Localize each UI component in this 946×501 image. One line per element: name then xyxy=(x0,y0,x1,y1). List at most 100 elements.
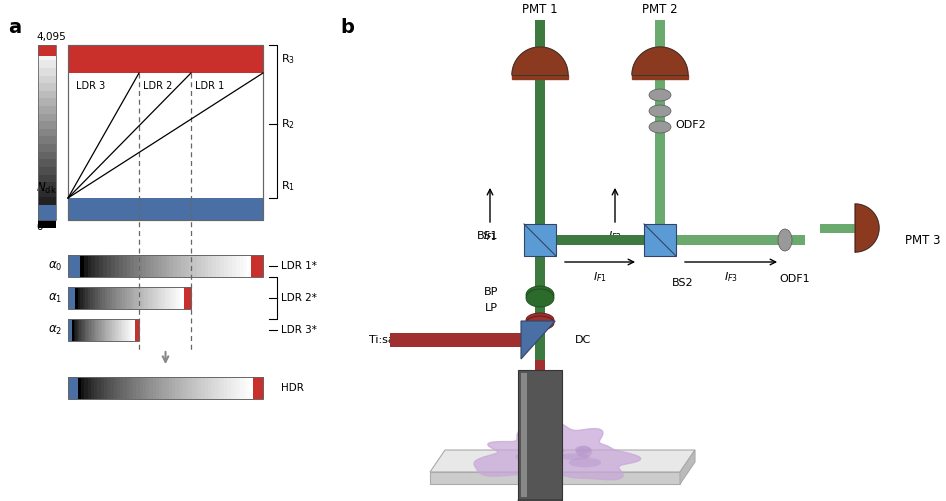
Bar xyxy=(38,144,56,152)
Bar xyxy=(204,255,209,277)
Bar xyxy=(137,319,139,341)
Bar xyxy=(156,377,160,399)
Bar xyxy=(820,223,855,232)
Bar xyxy=(106,319,108,341)
Bar xyxy=(168,377,172,399)
Ellipse shape xyxy=(545,446,565,455)
Bar xyxy=(117,287,120,309)
Bar xyxy=(96,255,99,277)
Bar xyxy=(166,255,170,277)
Bar xyxy=(38,53,56,61)
Bar xyxy=(129,319,131,341)
Ellipse shape xyxy=(516,453,533,460)
Bar xyxy=(38,129,56,136)
Bar xyxy=(252,255,255,277)
Bar xyxy=(123,319,125,341)
Bar xyxy=(120,377,124,399)
Bar xyxy=(114,377,117,399)
Bar xyxy=(80,319,82,341)
Bar xyxy=(184,287,186,309)
Bar xyxy=(122,319,124,341)
Bar xyxy=(131,319,133,341)
Bar xyxy=(68,287,191,309)
Bar xyxy=(38,205,56,220)
Bar xyxy=(126,319,128,341)
Bar xyxy=(198,377,201,399)
Bar xyxy=(247,377,251,399)
Bar xyxy=(68,319,139,341)
Bar xyxy=(38,136,56,144)
Bar xyxy=(144,287,148,309)
Bar xyxy=(231,377,235,399)
Bar xyxy=(138,255,143,277)
Bar xyxy=(171,287,174,309)
Bar xyxy=(78,377,81,399)
Bar xyxy=(136,319,138,341)
Bar xyxy=(73,287,76,309)
Bar xyxy=(248,255,252,277)
Bar xyxy=(97,319,99,341)
Bar xyxy=(149,287,152,309)
Text: HDR: HDR xyxy=(281,383,304,393)
Bar xyxy=(217,255,220,277)
Bar xyxy=(227,377,231,399)
Bar xyxy=(93,287,96,309)
Bar xyxy=(131,287,135,309)
Text: Ti:sapphire: Ti:sapphire xyxy=(369,335,430,345)
Bar xyxy=(212,255,217,277)
Bar xyxy=(38,197,56,205)
Text: BS1: BS1 xyxy=(477,231,498,241)
Bar xyxy=(236,255,240,277)
Bar xyxy=(168,287,172,309)
Bar xyxy=(38,83,56,91)
Ellipse shape xyxy=(556,453,590,460)
Bar xyxy=(220,377,224,399)
Bar xyxy=(137,287,140,309)
Bar xyxy=(78,319,79,341)
Bar xyxy=(113,287,115,309)
Bar xyxy=(112,319,114,341)
Bar xyxy=(122,287,125,309)
Bar xyxy=(38,189,56,197)
Bar xyxy=(134,255,139,277)
Bar xyxy=(110,287,113,309)
Bar xyxy=(256,377,260,399)
Text: $I_{F3}$: $I_{F3}$ xyxy=(724,270,738,284)
Bar xyxy=(100,287,103,309)
Bar xyxy=(131,319,132,341)
Bar xyxy=(162,287,165,309)
Bar xyxy=(139,377,143,399)
Bar xyxy=(173,255,178,277)
Bar xyxy=(116,319,118,341)
Bar xyxy=(91,319,93,341)
Bar xyxy=(83,319,85,341)
Bar xyxy=(665,235,805,245)
Bar xyxy=(655,40,665,240)
Bar xyxy=(201,255,205,277)
Bar xyxy=(100,377,104,399)
Ellipse shape xyxy=(649,89,671,101)
Polygon shape xyxy=(680,450,695,484)
Bar xyxy=(535,40,545,450)
Polygon shape xyxy=(518,500,562,501)
Bar xyxy=(159,377,163,399)
Ellipse shape xyxy=(649,121,671,133)
Bar xyxy=(38,205,56,212)
Bar xyxy=(83,255,88,277)
Bar xyxy=(82,319,84,341)
Bar xyxy=(134,319,136,341)
Bar xyxy=(535,20,545,75)
Bar xyxy=(158,255,162,277)
Bar xyxy=(103,255,108,277)
Text: DC: DC xyxy=(575,335,591,345)
Bar xyxy=(545,235,655,245)
Text: LDR 2: LDR 2 xyxy=(143,81,172,91)
Text: R$_1$: R$_1$ xyxy=(281,179,295,193)
Bar xyxy=(38,159,56,167)
Bar xyxy=(139,287,142,309)
Bar xyxy=(239,255,244,277)
Ellipse shape xyxy=(778,229,792,251)
Bar xyxy=(208,255,213,277)
Bar xyxy=(100,319,102,341)
Ellipse shape xyxy=(649,105,671,117)
